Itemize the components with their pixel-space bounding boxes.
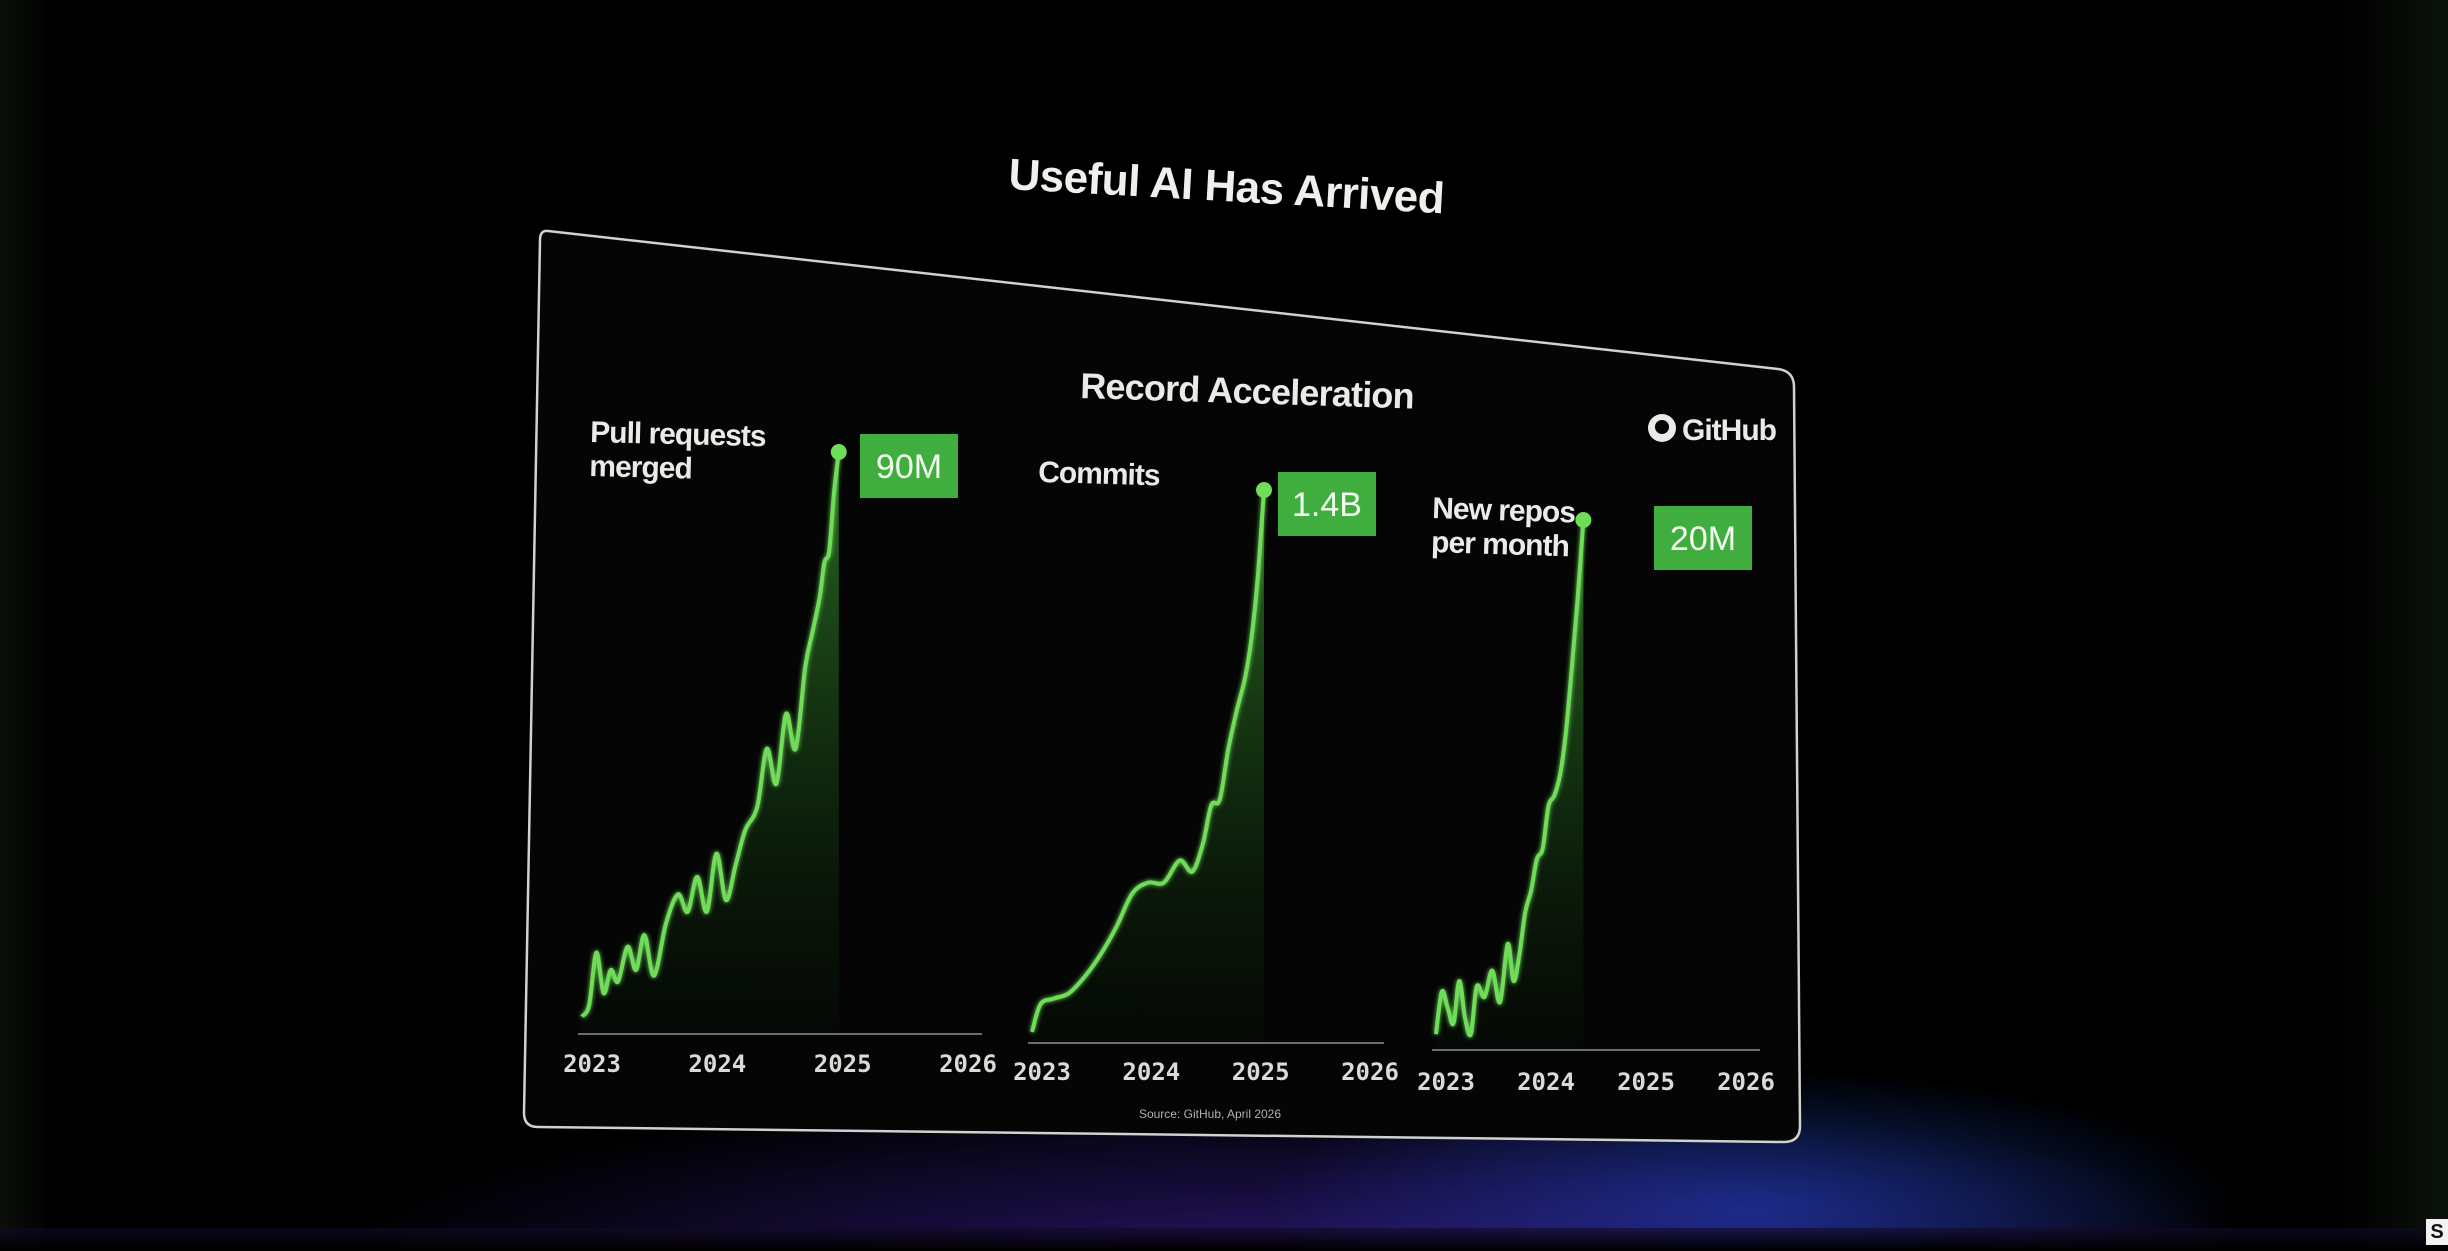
- chart-2: 2023 2024 2025 2026 Commits 1.4B: [1013, 456, 1399, 1086]
- x-tick-label: 2023: [1013, 1058, 1071, 1086]
- endpoint-marker: [1575, 512, 1592, 528]
- area-fill: [582, 452, 839, 1034]
- value-badge-text: 20M: [1670, 520, 1736, 558]
- value-badge-text: 1.4B: [1292, 486, 1362, 524]
- value-badge-bg: [860, 434, 958, 498]
- x-tick-label: 2023: [1417, 1068, 1475, 1096]
- endpoint-marker: [830, 444, 847, 460]
- area-fill: [1436, 520, 1584, 1050]
- chart-label: Commits: [1038, 456, 1161, 492]
- x-tick-label: 2026: [1717, 1068, 1775, 1096]
- value-badge: 1.4B: [1278, 472, 1376, 536]
- github-logo: GitHub: [1648, 414, 1778, 447]
- value-badge-text: 90M: [876, 448, 942, 486]
- x-tick-label: 2024: [1517, 1068, 1575, 1096]
- series-line: [1434, 519, 1586, 1038]
- endpoint-marker: [1256, 482, 1272, 498]
- series-line: [1030, 489, 1266, 1033]
- area-fill: [1032, 490, 1264, 1043]
- left-edge-shade: [0, 0, 45, 1251]
- chart-label-line: per month: [1431, 526, 1570, 563]
- x-tick-label: 2024: [688, 1050, 746, 1078]
- x-tick-label: 2025: [1232, 1058, 1290, 1086]
- x-tick-label: 2024: [1122, 1058, 1180, 1086]
- github-label: GitHub: [1682, 414, 1777, 447]
- chart-label-line: New repos: [1432, 492, 1576, 529]
- chart-label-line: Commits: [1038, 456, 1161, 492]
- stage-floor: [0, 1228, 2448, 1251]
- x-tick-label: 2025: [814, 1050, 872, 1078]
- value-badge-bg: [1654, 506, 1752, 570]
- x-tick-label: 2025: [1617, 1068, 1675, 1096]
- value-badge-bg: [1278, 472, 1376, 536]
- x-tick-label: 2023: [563, 1050, 621, 1078]
- x-tick-label: 2026: [1341, 1058, 1399, 1086]
- chart-label-line: Pull requests: [590, 416, 766, 453]
- value-badge: 90M: [860, 434, 958, 498]
- series-line: [580, 451, 841, 1018]
- corner-mark: S: [2426, 1219, 2448, 1245]
- source-note: Source: GitHub, April 2026: [1139, 1107, 1281, 1121]
- right-edge-shade: [2338, 0, 2448, 1251]
- x-tick-label: 2026: [939, 1050, 997, 1078]
- chart-label-line: merged: [589, 450, 692, 485]
- value-badge: 20M: [1654, 506, 1752, 570]
